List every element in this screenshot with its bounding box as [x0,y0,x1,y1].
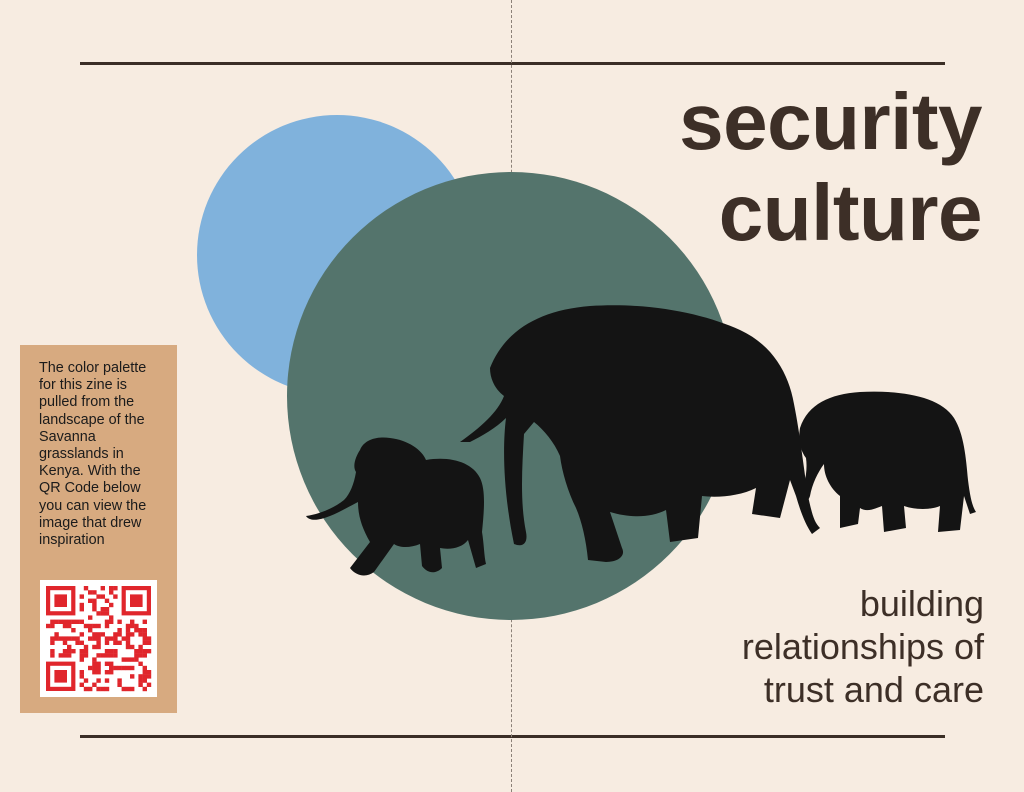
subtitle-line-1: building [859,583,984,624]
title-line-2: culture [718,168,983,257]
color-palette-note: The color palette for this zine is pulle… [20,345,177,713]
qr-code-icon[interactable] [40,580,157,697]
elephant-family-icon [306,305,976,576]
top-rule [80,62,945,65]
note-text: The color palette for this zine is pulle… [39,360,147,549]
young-elephant [799,391,976,532]
subtitle: building relationships of trust and care [742,582,984,711]
baby-elephant [306,437,486,576]
subtitle-line-3: trust and care [763,669,984,710]
adult-elephant [460,305,820,562]
bottom-rule [80,735,945,738]
subtitle-line-2: relationships of [741,626,984,667]
title-line-1: security [679,77,982,166]
